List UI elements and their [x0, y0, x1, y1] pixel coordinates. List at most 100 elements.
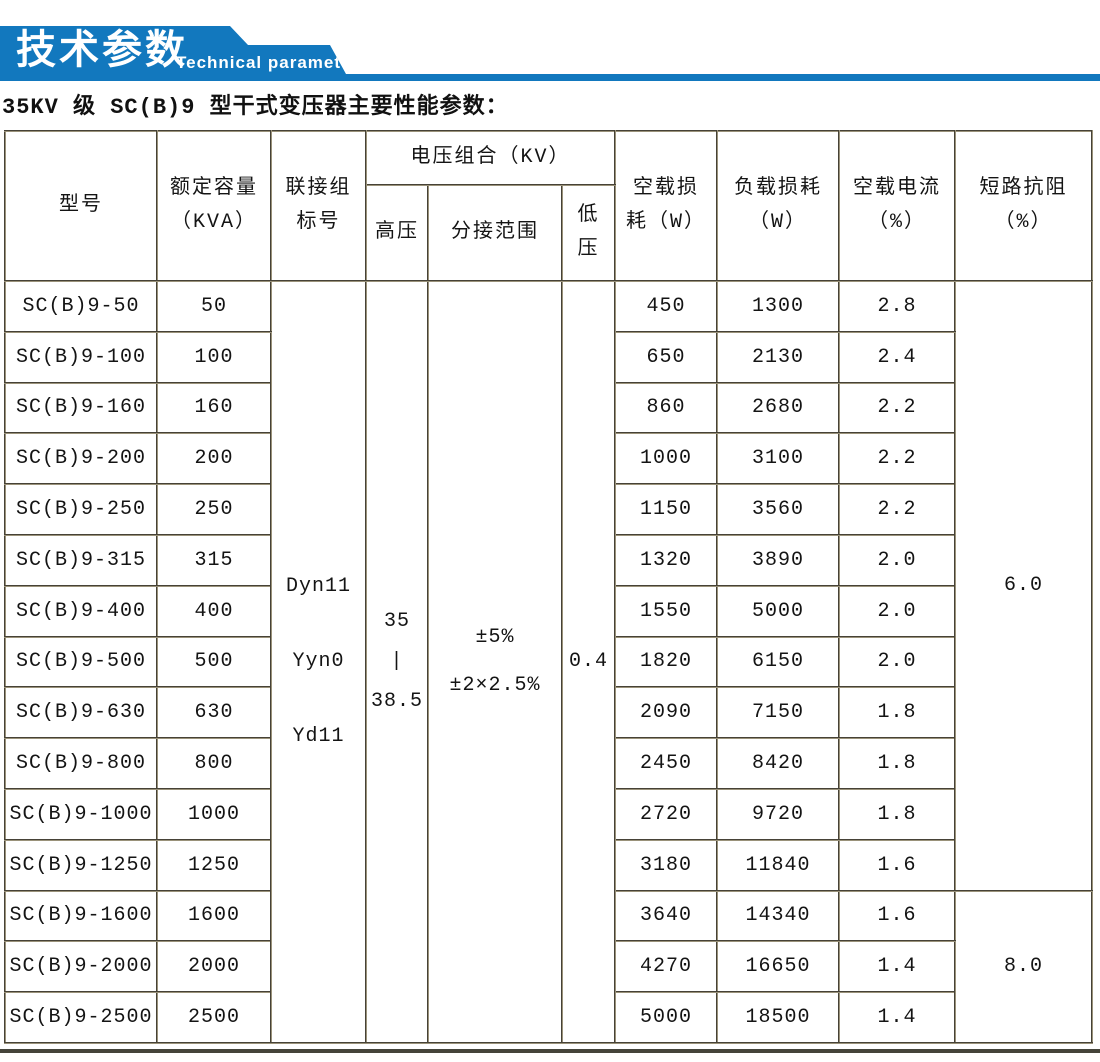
no-load-current-cell: 2.8 — [838, 280, 957, 333]
no-load-current-cell: 2.2 — [838, 483, 957, 536]
kva-cell: 2000 — [156, 940, 272, 994]
connection-group-cell: Dyn11 Yyn0 Yd11 — [270, 280, 367, 1044]
no-load-current-cell: 1.4 — [838, 991, 957, 1044]
model-cell: SC(B)9-315 — [4, 533, 158, 587]
header-no-load-current: 空载电流 （%） — [838, 130, 957, 282]
tap-range-5pct: ±5% — [475, 625, 515, 649]
impedance-cell-6: 6.0 — [954, 280, 1094, 892]
table-row: SC(B)9-1600 1600 3640 14340 1.6 8.0 — [4, 889, 1094, 1044]
model-cell: SC(B)9-2000 — [4, 940, 158, 994]
no-load-current-cell: 2.2 — [838, 381, 957, 435]
model-cell: SC(B)9-160 — [4, 381, 158, 435]
no-load-loss-cell: 1820 — [614, 635, 719, 689]
load-loss-cell: 9720 — [716, 787, 841, 841]
no-load-current-cell: 1.8 — [838, 787, 957, 841]
kva-cell: 200 — [156, 432, 272, 486]
load-loss-cell: 14340 — [716, 889, 841, 943]
model-cell: SC(B)9-50 — [4, 280, 158, 333]
hv-value-38-5: 38.5 — [370, 689, 423, 713]
load-loss-cell: 2680 — [716, 381, 841, 435]
no-load-loss-cell: 5000 — [614, 991, 719, 1044]
no-load-current-cell: 2.0 — [838, 635, 957, 689]
bottom-divider-rule — [0, 1049, 1100, 1053]
no-load-loss-cell: 4270 — [614, 940, 719, 994]
kva-cell: 1250 — [156, 838, 272, 892]
table-row: SC(B)9-2000 2000 4270 16650 1.4 — [4, 940, 1092, 994]
connection-yd11: Yd11 — [292, 725, 345, 749]
table-row: SC(B)9-1250 1250 3180 11840 1.6 — [4, 838, 1092, 892]
hv-separator: | — [390, 649, 404, 673]
table-row: SC(B)9-200 200 1000 3100 2.2 — [4, 432, 1092, 486]
load-loss-cell: 3560 — [716, 483, 841, 536]
header-voltage-group: 电压组合（KV） — [364, 130, 617, 186]
kva-cell: 250 — [156, 483, 272, 536]
no-load-current-cell: 1.6 — [838, 838, 957, 892]
no-load-loss-cell: 2450 — [614, 737, 719, 790]
table-row: SC(B)9-315 315 1320 3890 2.0 — [4, 533, 1092, 587]
no-load-loss-cell: 1320 — [614, 533, 719, 587]
header-load-loss: 负载损耗 （W） — [716, 130, 841, 282]
no-load-loss-cell: 1150 — [614, 483, 719, 536]
no-load-loss-cell: 2720 — [614, 787, 719, 841]
load-loss-cell: 7150 — [716, 686, 841, 740]
tap-range-cell: ±5% ±2×2.5% — [427, 280, 563, 1044]
kva-cell: 50 — [156, 280, 272, 333]
no-load-current-cell: 1.6 — [838, 889, 957, 943]
no-load-current-cell: 2.4 — [838, 330, 957, 384]
table-row: SC(B)9-800 800 2450 8420 1.8 — [4, 737, 1092, 790]
kva-cell: 1600 — [156, 889, 272, 943]
table-row: SC(B)9-1000 1000 2720 9720 1.8 — [4, 787, 1092, 841]
table-row: SC(B)9-400 400 1550 5000 2.0 — [4, 584, 1092, 638]
load-loss-cell: 3100 — [716, 432, 841, 486]
no-load-current-cell: 1.8 — [838, 686, 957, 740]
table-row: SC(B)9-160 160 860 2680 2.2 — [4, 381, 1092, 435]
load-loss-cell: 18500 — [716, 991, 841, 1044]
model-cell: SC(B)9-1000 — [4, 787, 158, 841]
load-loss-cell: 6150 — [716, 635, 841, 689]
model-cell: SC(B)9-200 — [4, 432, 158, 486]
no-load-loss-cell: 1000 — [614, 432, 719, 486]
model-cell: SC(B)9-800 — [4, 737, 158, 790]
kva-cell: 1000 — [156, 787, 272, 841]
header-row-2: 高压 分接范围 低 压 — [5, 184, 1092, 282]
page-title: 35KV 级 SC(B)9 型干式变压器主要性能参数： — [2, 95, 509, 120]
load-loss-cell: 8420 — [716, 737, 841, 790]
load-loss-cell: 11840 — [716, 838, 841, 892]
table-row: SC(B)9-100 100 650 2130 2.4 — [4, 330, 1092, 384]
model-cell: SC(B)9-2500 — [4, 991, 158, 1044]
header-hv: 高压 — [365, 184, 429, 282]
connection-yyn0: Yyn0 — [292, 650, 345, 674]
header-model: 型号 — [4, 130, 158, 282]
model-cell: SC(B)9-400 — [4, 584, 158, 638]
no-load-current-cell: 2.0 — [838, 533, 957, 587]
no-load-loss-cell: 1550 — [614, 584, 719, 638]
table-row: SC(B)9-250 250 1150 3560 2.2 — [4, 483, 1092, 536]
connection-dyn11: Dyn11 — [285, 575, 351, 599]
kva-cell: 160 — [156, 381, 272, 435]
lv-cell: 0.4 — [560, 280, 617, 1044]
load-loss-cell: 2130 — [716, 330, 841, 384]
kva-cell: 2500 — [156, 991, 272, 1044]
no-load-loss-cell: 3640 — [614, 889, 719, 943]
header-tap-range: 分接范围 — [427, 184, 563, 282]
banner-title-en: Technical parameter — [176, 53, 360, 72]
header-impedance: 短路抗阻 （%） — [954, 130, 1094, 282]
header-no-load-loss: 空载损 耗（W） — [614, 130, 719, 282]
tap-range-2x25pct: ±2×2.5% — [449, 673, 541, 697]
banner-title-cn: 技术参数 — [16, 28, 188, 72]
hv-cell: 35 | 38.5 — [365, 280, 429, 1044]
connection-group-values: Dyn11 Yyn0 Yd11 — [273, 575, 364, 749]
kva-cell: 800 — [156, 737, 272, 790]
no-load-loss-cell: 450 — [614, 280, 719, 333]
header-capacity: 额定容量 （KVA） — [156, 130, 272, 282]
kva-cell: 315 — [156, 533, 272, 587]
table-row: SC(B)9-500 500 1820 6150 2.0 — [4, 635, 1092, 689]
header-lv: 低 压 — [560, 184, 617, 282]
kva-cell: 630 — [156, 686, 272, 740]
no-load-loss-cell: 2090 — [614, 686, 719, 740]
load-loss-cell: 5000 — [716, 584, 841, 638]
no-load-loss-cell: 860 — [614, 381, 719, 435]
tap-range-values: ±5% ±2×2.5% — [430, 614, 560, 710]
model-cell: SC(B)9-100 — [4, 330, 158, 384]
model-cell: SC(B)9-1600 — [4, 889, 158, 943]
